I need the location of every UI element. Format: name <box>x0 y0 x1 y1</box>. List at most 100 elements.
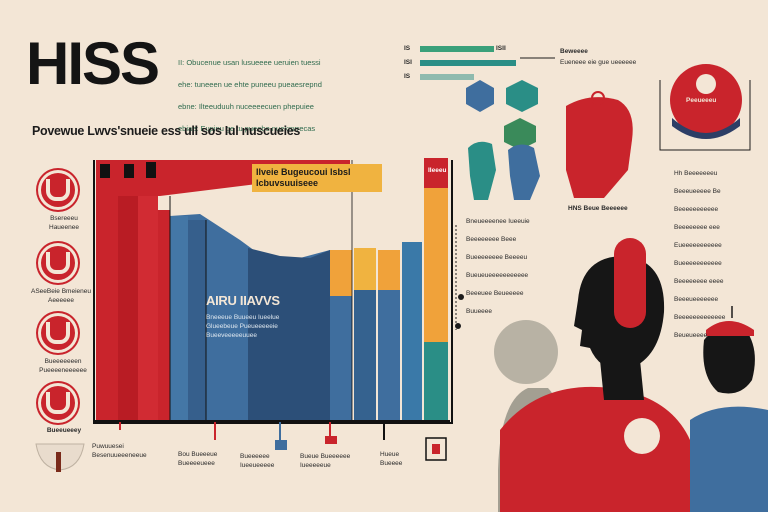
person-red-body <box>500 386 690 512</box>
callout-subtitle: Eueneee eie gue ueeeeee <box>560 59 637 66</box>
chart-frame <box>93 160 453 424</box>
chart-inner-label: AIRU IIAVVS <box>206 293 280 308</box>
bar-blue-2 <box>188 220 206 420</box>
hexagon-icon <box>504 118 536 150</box>
side-text-line-5: Eueeeeeeeeeee <box>674 242 722 249</box>
mid-text-line-1: Bneueeeenee Iueeuie <box>466 218 530 225</box>
connector-dot <box>458 294 464 300</box>
legend-bar-light <box>420 74 474 80</box>
hexagon-icon <box>506 80 538 112</box>
chart-inner-text: Bneeeue Buueeu Iueelue Glueebeue Pueueee… <box>206 314 280 339</box>
headphone-icon <box>614 238 646 328</box>
bar-red-3 <box>138 180 158 420</box>
reproductive-icon <box>38 313 78 353</box>
reproductive-icon <box>38 170 78 210</box>
person-blue-body <box>690 406 768 512</box>
mid-text-block: Bneueeeenee Iueeuie Beeeeeeee Beee Bueee… <box>466 208 530 325</box>
legend-label-2: ISI <box>404 59 412 66</box>
chart-top-marker-label: IIeeeu <box>428 167 447 174</box>
illustration-caption: HNS Beue Beeeeee <box>568 205 628 212</box>
bar-orange-2 <box>354 248 376 290</box>
side-text-line-2: Beeeueeeee Be <box>674 188 721 195</box>
side-text-line-3: Beeeeeeeeeee <box>674 206 719 213</box>
chart-bottom-label-4: Bueue Bueeeeee Iueeeeeue <box>300 453 351 469</box>
raised-fist-icon <box>508 144 540 200</box>
small-icon-box <box>425 437 447 461</box>
header-blurb-line-3: ebne: Ilteeuduuh nuceeeecuen phepuiee <box>178 102 314 111</box>
side-text-line-6: Bueeeeeeeeeee <box>674 260 722 267</box>
navy-area <box>248 248 330 420</box>
bar-tall-orange <box>424 188 448 342</box>
mid-text-line-6: Buueeee <box>466 308 493 315</box>
bar-tall-red <box>424 158 448 188</box>
callout-title: Beweeee <box>560 48 588 55</box>
reproductive-icon <box>38 243 78 283</box>
legend-bar-green <box>420 46 494 52</box>
connector-line-2 <box>659 80 751 151</box>
header-blurb-line-2: ehe: tuneeen ue ehte puneeu pueaesrepnd <box>178 80 322 89</box>
header-blurb-line-1: II: Obucenue usan lusueeee ueruien tuess… <box>178 58 321 67</box>
badge-emblem <box>696 74 716 94</box>
page-subtitle: Povewue Lwvs'snueie ess ull sos Iul nusc… <box>32 124 301 138</box>
side-text-block: Hh Beeeeeeeu Beeeueeeee Be Beeeeeeeeeee … <box>674 160 725 349</box>
bar-teal-1 <box>402 242 422 420</box>
hexagon-icon <box>466 80 494 112</box>
chart-bottom-label-2: Bou Bueeeue Bueeeeueee <box>178 451 218 467</box>
legend-bar-teal <box>420 60 516 66</box>
bar-blue-1 <box>170 216 188 420</box>
mid-text-line-4: Bueueueeeeeeeeeee <box>466 272 529 279</box>
bar-blue-3 <box>330 296 352 420</box>
person-black-neck <box>600 360 644 400</box>
side-text-line-8: Beeeueeeeeee <box>674 296 719 303</box>
side-text-line-7: Beeeeeeee eeee <box>674 278 724 285</box>
top-marker-3 <box>146 162 156 178</box>
person-small-head <box>703 326 755 394</box>
left-icon-label-3: Bueeeeeeen Pueeeeneeeeee <box>39 358 87 374</box>
bar-blue-4 <box>354 290 376 420</box>
side-text-line-10: Beueueeee <box>674 332 708 339</box>
top-marker-1 <box>100 164 110 178</box>
bowl-stick-icon <box>56 452 61 472</box>
legend-top-text: ISII <box>496 45 506 52</box>
mid-text-line-2: Beeeeeeee Beee <box>466 236 517 243</box>
small-icon-blue <box>275 440 287 450</box>
badge-text: Peeueeeu <box>686 97 717 104</box>
small-icon-box-fill <box>432 444 440 454</box>
header-blurb: II: Obucenue usan lusueeee ueruien tuess… <box>178 46 322 145</box>
side-text-line-4: Beeeeeeee eee <box>674 224 720 231</box>
raised-fist-icon <box>468 141 496 200</box>
bar-orange-1 <box>330 250 352 296</box>
person-shoulder-dot <box>624 418 660 454</box>
header-blurb-line-4: ebiae: Eupinu ge tu pueebe nuekmrrecas <box>178 124 316 133</box>
bar-red-4 <box>158 210 170 420</box>
connector-dot <box>455 323 461 329</box>
bar-red-2 <box>118 176 138 420</box>
left-icon-label-4: Bueeueeey <box>46 427 82 434</box>
side-text-line-1: Hh Beeeeeeeu <box>674 170 718 177</box>
left-icon-label-1: Bsereeeu Haueenee <box>49 215 79 231</box>
reproductive-icon <box>38 383 78 423</box>
bar-red-1 <box>96 176 118 420</box>
bar-blue-5 <box>378 290 400 420</box>
legend-label-1: IS <box>404 45 411 52</box>
raised-fist-icon <box>566 97 633 198</box>
chart-bottom-label-3: Bueeeeee Iueeueeeee <box>240 453 275 469</box>
legend-label-3: IS <box>404 73 411 80</box>
small-icon-red <box>325 436 337 444</box>
bar-orange-3 <box>378 250 400 290</box>
side-text-line-9: Beeeeeeeeeeeee <box>674 314 726 321</box>
person-grey-head <box>494 320 558 384</box>
chart-bottom-label-1: Puwuuesei Besenuueeeneeue <box>92 443 147 459</box>
top-marker-2 <box>124 164 134 178</box>
bar-tall-green <box>424 342 448 420</box>
chart-bottom-label-5: Hueue Bueeee <box>380 451 403 467</box>
badge-cap <box>672 118 740 139</box>
left-icon-label-2: ASeeBeie Bmeieneu Aeeeeee <box>31 288 91 304</box>
ring-icon <box>591 91 605 105</box>
person-small-cap <box>706 321 754 336</box>
badge-circle <box>670 64 742 136</box>
mid-text-line-3: Bueeeeeeee Beeeeu <box>466 254 528 261</box>
page-title: HISS <box>26 30 160 97</box>
